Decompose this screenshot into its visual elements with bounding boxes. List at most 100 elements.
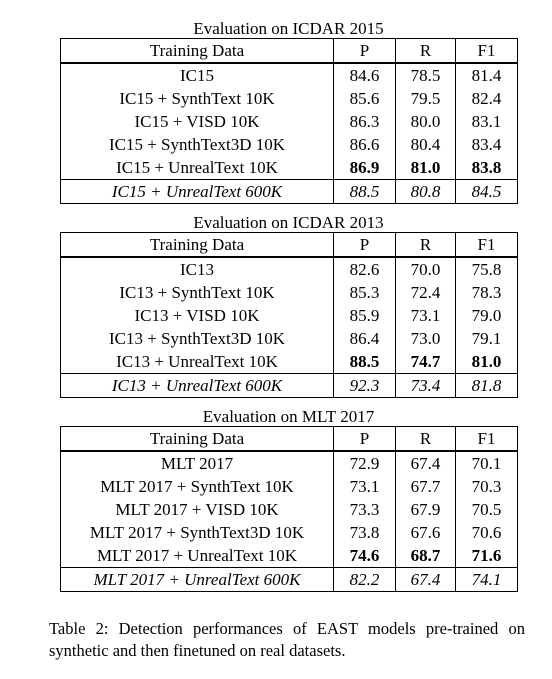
cell-recall: 80.0 [395, 110, 456, 133]
header-row: Training Data P R F1 [60, 232, 518, 258]
header-recall: R [395, 232, 456, 258]
results-table: Training Data P R F1 MLT 2017 72.9 67.4 70.1 MLT… [60, 426, 518, 592]
cell-training-data: MLT 2017 + UnrealText 600K [60, 567, 334, 592]
cell-training-data: MLT 2017 + VISD 10K [60, 498, 334, 521]
table-row: IC13 + SynthText3D 10K 86.4 73.0 79.1 [60, 327, 518, 350]
cell-recall: 74.7 [395, 350, 456, 374]
header-f1: F1 [455, 426, 518, 452]
header-precision: P [333, 38, 396, 64]
table-row: IC15 + SynthText 10K 85.6 79.5 82.4 [60, 87, 518, 110]
section-icdar2015: Evaluation on ICDAR 2015 Training Data P R F… [60, 19, 518, 204]
cell-precision: 74.6 [333, 544, 396, 568]
cell-f1: 79.1 [455, 327, 518, 350]
cell-training-data: IC13 + SynthText 10K [60, 281, 334, 304]
cell-f1: 79.0 [455, 304, 518, 327]
table-row: IC15 84.6 78.5 81.4 [60, 62, 518, 87]
table-row: MLT 2017 + SynthText3D 10K 73.8 67.6 70.6 [60, 521, 518, 544]
cell-recall: 73.0 [395, 327, 456, 350]
cell-precision: 73.3 [333, 498, 396, 521]
cell-f1: 83.1 [455, 110, 518, 133]
cell-recall: 81.0 [395, 156, 456, 180]
cell-precision: 82.2 [333, 567, 396, 592]
cell-recall: 67.4 [395, 567, 456, 592]
table-row: IC13 + SynthText 10K 85.3 72.4 78.3 [60, 281, 518, 304]
cell-recall: 80.8 [395, 179, 456, 204]
table-row: IC15 + SynthText3D 10K 86.6 80.4 83.4 [60, 133, 518, 156]
cell-f1: 70.1 [455, 450, 518, 475]
cell-f1: 81.8 [455, 373, 518, 398]
table-row: MLT 2017 + UnrealText 10K 74.6 68.7 71.6 [60, 544, 518, 568]
cell-f1: 81.4 [455, 62, 518, 87]
table-row: MLT 2017 + SynthText 10K 73.1 67.7 70.3 [60, 475, 518, 498]
cell-training-data: IC13 + VISD 10K [60, 304, 334, 327]
table-caption: Table 2: Detection performances of EAST … [49, 619, 525, 660]
table-row: IC15 + VISD 10K 86.3 80.0 83.1 [60, 110, 518, 133]
cell-f1: 74.1 [455, 567, 518, 592]
cell-precision: 72.9 [333, 450, 396, 475]
header-training-data: Training Data [60, 426, 334, 452]
cell-precision: 85.3 [333, 281, 396, 304]
section-title: Evaluation on ICDAR 2015 [193, 19, 384, 38]
cell-f1: 70.6 [455, 521, 518, 544]
cell-training-data: IC15 [60, 62, 334, 87]
cell-training-data: MLT 2017 + SynthText 10K [60, 475, 334, 498]
table-row: IC13 + UnrealText 10K 88.5 74.7 81.0 [60, 350, 518, 374]
cell-f1: 84.5 [455, 179, 518, 204]
cell-precision: 73.1 [333, 475, 396, 498]
cell-f1: 75.8 [455, 256, 518, 281]
table-row-large-scale: IC15 + UnrealText 600K 88.5 80.8 84.5 [60, 179, 518, 204]
cell-training-data: MLT 2017 + SynthText3D 10K [60, 521, 334, 544]
section-title: Evaluation on ICDAR 2013 [193, 213, 384, 232]
cell-recall: 79.5 [395, 87, 456, 110]
cell-f1: 70.3 [455, 475, 518, 498]
cell-recall: 68.7 [395, 544, 456, 568]
cell-precision: 86.6 [333, 133, 396, 156]
cell-training-data: IC15 + SynthText3D 10K [60, 133, 334, 156]
table-row: IC13 + VISD 10K 85.9 73.1 79.0 [60, 304, 518, 327]
header-precision: P [333, 426, 396, 452]
cell-f1: 83.8 [455, 156, 518, 180]
cell-precision: 85.9 [333, 304, 396, 327]
header-f1: F1 [455, 232, 518, 258]
section-icdar2013: Evaluation on ICDAR 2013 Training Data P R F… [60, 213, 518, 398]
table-row: MLT 2017 + VISD 10K 73.3 67.9 70.5 [60, 498, 518, 521]
header-row: Training Data P R F1 [60, 426, 518, 452]
cell-precision: 85.6 [333, 87, 396, 110]
section-mlt2017: Evaluation on MLT 2017 Training Data P R F1 M… [60, 407, 518, 592]
cell-recall: 70.0 [395, 256, 456, 281]
cell-recall: 72.4 [395, 281, 456, 304]
cell-recall: 67.7 [395, 475, 456, 498]
table-row: IC13 82.6 70.0 75.8 [60, 256, 518, 281]
header-recall: R [395, 38, 456, 64]
cell-recall: 67.6 [395, 521, 456, 544]
cell-recall: 67.4 [395, 450, 456, 475]
cell-f1: 83.4 [455, 133, 518, 156]
results-table: Training Data P R F1 IC13 82.6 70.0 75.8 IC13 + … [60, 232, 518, 398]
cell-training-data: IC13 + UnrealText 600K [60, 373, 334, 398]
cell-precision: 86.9 [333, 156, 396, 180]
cell-training-data: IC15 + UnrealText 600K [60, 179, 334, 204]
cell-precision: 84.6 [333, 62, 396, 87]
cell-training-data: IC15 + UnrealText 10K [60, 156, 334, 180]
cell-precision: 88.5 [333, 350, 396, 374]
cell-f1: 71.6 [455, 544, 518, 568]
cell-precision: 82.6 [333, 256, 396, 281]
cell-training-data: MLT 2017 [60, 450, 334, 475]
section-title: Evaluation on MLT 2017 [202, 407, 375, 426]
header-training-data: Training Data [60, 232, 334, 258]
cell-recall: 80.4 [395, 133, 456, 156]
cell-recall: 73.1 [395, 304, 456, 327]
cell-recall: 78.5 [395, 62, 456, 87]
cell-training-data: IC15 + SynthText 10K [60, 87, 334, 110]
header-row: Training Data P R F1 [60, 38, 518, 64]
table-row: MLT 2017 72.9 67.4 70.1 [60, 450, 518, 475]
cell-precision: 73.8 [333, 521, 396, 544]
cell-f1: 81.0 [455, 350, 518, 374]
results-table: Training Data P R F1 IC15 84.6 78.5 81.4 IC15 + … [60, 38, 518, 204]
header-f1: F1 [455, 38, 518, 64]
table-row-large-scale: MLT 2017 + UnrealText 600K 82.2 67.4 74.1 [60, 567, 518, 592]
cell-precision: 92.3 [333, 373, 396, 398]
cell-f1: 70.5 [455, 498, 518, 521]
cell-training-data: IC13 [60, 256, 334, 281]
cell-f1: 82.4 [455, 87, 518, 110]
